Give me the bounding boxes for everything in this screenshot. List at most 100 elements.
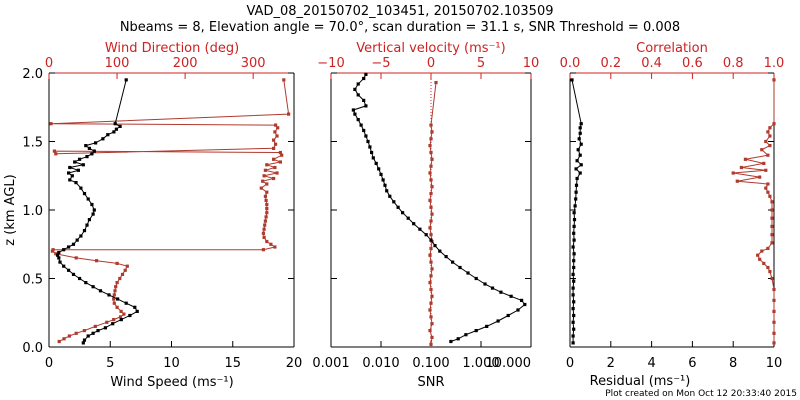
snr-point bbox=[433, 244, 437, 248]
correlation-point bbox=[772, 122, 776, 126]
wind-direction-point bbox=[263, 194, 267, 198]
wind-direction-point bbox=[280, 153, 284, 157]
residual-point bbox=[572, 259, 576, 263]
vertical-velocity-point bbox=[429, 150, 433, 155]
wind-direction-point bbox=[272, 138, 276, 142]
wind-direction-point bbox=[274, 142, 278, 146]
wind-direction-point bbox=[273, 130, 277, 134]
wind-speed-point bbox=[56, 253, 60, 257]
wind-direction-point bbox=[261, 231, 265, 235]
wind-speed-point bbox=[124, 301, 128, 305]
wind-direction-point bbox=[265, 190, 269, 194]
vertical-velocity-point bbox=[430, 335, 434, 339]
snr-point bbox=[466, 271, 470, 275]
top-tick-label: 0.2 bbox=[600, 56, 621, 71]
top-tick-label: 100 bbox=[105, 56, 130, 71]
correlation-point bbox=[735, 179, 739, 183]
snr-point bbox=[474, 329, 478, 333]
residual-point bbox=[572, 238, 576, 242]
snr-line bbox=[352, 74, 526, 342]
snr-point bbox=[496, 319, 500, 323]
correlation-point bbox=[766, 190, 770, 194]
wind-direction-point bbox=[265, 207, 269, 211]
snr-point bbox=[359, 123, 363, 127]
wind-direction-point bbox=[115, 305, 119, 309]
vertical-velocity-point bbox=[428, 253, 432, 257]
snr-point bbox=[509, 294, 513, 298]
wind-speed-point bbox=[71, 272, 76, 276]
wind-speed-point bbox=[86, 334, 90, 338]
wind-direction-point bbox=[115, 261, 119, 265]
wind-speed-point bbox=[116, 297, 120, 301]
wind-speed-point bbox=[85, 223, 89, 227]
residual-point bbox=[579, 142, 583, 146]
snr-point bbox=[520, 298, 524, 302]
correlation-point bbox=[766, 153, 770, 157]
wind-direction-point bbox=[265, 202, 269, 207]
wind-direction-point bbox=[259, 186, 263, 190]
residual-point bbox=[572, 218, 577, 222]
snr-point bbox=[474, 276, 478, 281]
wind-speed-point bbox=[112, 130, 116, 134]
residual-point bbox=[572, 211, 576, 215]
y-tick-label: 1.5 bbox=[22, 136, 43, 151]
vertical-velocity-point bbox=[429, 123, 433, 127]
vertical-velocity-point bbox=[429, 342, 433, 346]
wind-speed-point bbox=[87, 146, 91, 150]
wind-speed-point bbox=[82, 192, 87, 196]
plot-credit: Plot created on Mon Oct 12 20:33:40 2015 bbox=[605, 389, 797, 399]
residual-point bbox=[570, 78, 574, 82]
correlation-point bbox=[766, 182, 770, 186]
correlation-point bbox=[756, 253, 760, 257]
vertical-velocity-point bbox=[429, 260, 433, 264]
wind-direction-point bbox=[120, 272, 125, 276]
wind-direction-point bbox=[125, 264, 129, 268]
snr-point bbox=[381, 178, 385, 182]
top-tick-label: 0 bbox=[427, 56, 435, 71]
correlation-point bbox=[770, 241, 774, 245]
snr-point bbox=[383, 183, 387, 187]
wind-direction-point bbox=[54, 252, 58, 256]
wind-speed-point bbox=[128, 313, 132, 318]
y-tick-label: 1.0 bbox=[22, 204, 43, 219]
wind-direction-point bbox=[118, 276, 122, 281]
snr-point bbox=[438, 249, 442, 253]
wind-direction-point bbox=[122, 312, 126, 316]
wind-speed-point bbox=[106, 133, 110, 137]
vertical-velocity-point bbox=[429, 301, 433, 305]
residual-point bbox=[572, 231, 576, 235]
correlation-point bbox=[766, 246, 770, 250]
vertical-velocity-point bbox=[430, 157, 434, 161]
wind-direction-point bbox=[282, 78, 286, 82]
vertical-velocity-point bbox=[428, 329, 432, 333]
vertical-velocity-point bbox=[430, 185, 434, 189]
wind-speed-point bbox=[119, 318, 123, 322]
wind-direction-point bbox=[263, 219, 267, 223]
wind-direction-point bbox=[273, 245, 277, 249]
wind-direction-point bbox=[265, 211, 269, 215]
correlation-point bbox=[772, 298, 776, 302]
correlation-point bbox=[758, 257, 762, 261]
wind-speed-point bbox=[82, 338, 87, 342]
bottom-tick-label: 0.100 bbox=[412, 356, 449, 371]
residual-point bbox=[579, 122, 583, 126]
wind-direction-line bbox=[50, 79, 290, 342]
wind-direction-point bbox=[105, 320, 109, 324]
wind-speed-point bbox=[135, 309, 139, 313]
residual-point bbox=[579, 163, 583, 167]
snr-point bbox=[396, 205, 400, 209]
wind-speed-point bbox=[87, 218, 91, 222]
wind-speed-point bbox=[86, 197, 90, 201]
wind-speed-point bbox=[79, 186, 83, 190]
vertical-velocity-point bbox=[429, 233, 433, 237]
y-tick-label: 2.0 bbox=[22, 67, 43, 82]
bottom-tick-label: 10 bbox=[766, 356, 783, 371]
snr-point bbox=[356, 93, 360, 97]
residual-point bbox=[574, 183, 579, 187]
vertical-velocity-point bbox=[428, 198, 432, 202]
residual-point bbox=[578, 126, 582, 130]
wind-speed-point bbox=[75, 238, 79, 242]
residual-point bbox=[578, 153, 582, 157]
snr-point bbox=[364, 134, 368, 138]
residual-point bbox=[571, 320, 575, 324]
